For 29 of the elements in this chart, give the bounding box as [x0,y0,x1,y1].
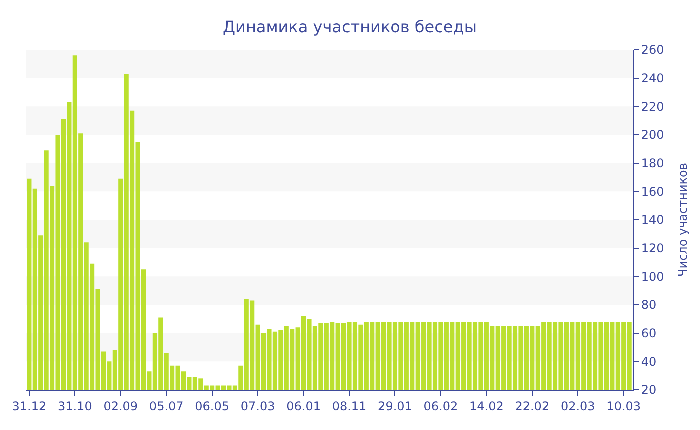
y-axis-title: Число участников [676,163,690,277]
x-tick-label: 22.02 [515,399,550,414]
y-tick-label: 80 [641,298,657,312]
y-tick-label: 160 [641,184,664,199]
x-tick-label: 14.02 [470,399,504,414]
x-tick-label: 29.01 [378,399,412,414]
x-tick-label: 06.05 [195,399,230,414]
x-tick-label: 08.11 [332,399,367,414]
y-tick-label: 200 [641,128,664,142]
chart-title: Динамика участников беседы [223,18,477,37]
x-tick-label: 05.07 [149,399,184,414]
x-tick-label: 02.09 [104,399,138,414]
y-tick-label: 260 [641,43,664,58]
y-tick-label: 100 [641,270,664,284]
y-tick-label: 180 [641,156,664,171]
x-tick-label: 31.12 [12,399,47,414]
x-tick-label: 07.03 [240,399,276,414]
y-tick-label: 60 [641,326,657,341]
y-tick-label: 140 [641,213,664,228]
y-tick-label: 20 [641,383,657,398]
x-tick-label: 02.03 [560,399,596,414]
x-tick-label: 10.03 [606,399,642,414]
x-tick-label: 31.10 [58,399,92,414]
y-tick-label: 240 [641,72,664,86]
y-tick-label: 220 [641,100,664,114]
x-tick-label: 06.01 [286,399,321,414]
x-tick-label: 06.02 [424,399,458,414]
y-tick-label: 120 [641,242,664,256]
y-tick-label: 40 [641,354,657,369]
